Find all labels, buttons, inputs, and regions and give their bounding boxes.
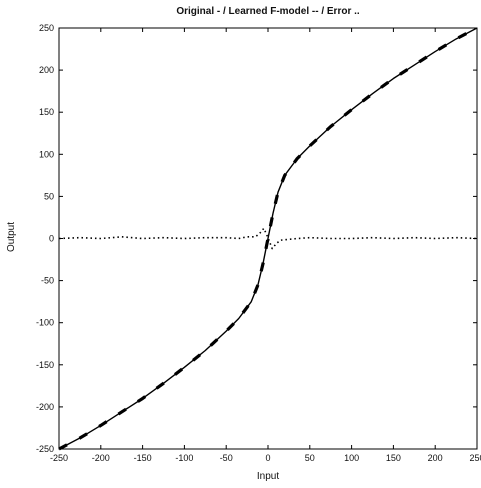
x-tick-label: 150 — [386, 453, 401, 463]
x-tick-label: 0 — [265, 453, 270, 463]
plot-area: -250 -200 -150 -100 -50 0 50 100 150 200 250 -250 -2… — [36, 23, 481, 463]
x-axis-label: Input — [257, 471, 279, 482]
x-tick-label: -200 — [92, 453, 110, 463]
y-tick-label: 50 — [44, 191, 54, 201]
x-tick-label: -50 — [220, 453, 233, 463]
y-tick-label: -200 — [36, 402, 54, 412]
y-tick-label: 200 — [39, 65, 54, 75]
y-tick-label: 250 — [39, 23, 54, 33]
y-tick-label: -50 — [41, 276, 54, 286]
chart-title: Original - / Learned F-model -- / Error … — [176, 6, 360, 17]
x-tick-label: 100 — [344, 453, 359, 463]
x-tick-label: -100 — [175, 453, 193, 463]
y-tick-label: -150 — [36, 360, 54, 370]
y-tick-label: 100 — [39, 149, 54, 159]
y-axis-label: Output — [6, 222, 17, 252]
y-tick-label: -100 — [36, 318, 54, 328]
x-tick-label: 200 — [428, 453, 443, 463]
y-tick-label: -250 — [36, 444, 54, 454]
y-tick-label: 0 — [49, 234, 54, 244]
x-tick-label: -150 — [134, 453, 152, 463]
x-tick-label: -250 — [50, 453, 68, 463]
x-tick-label: 50 — [305, 453, 315, 463]
original-series-line — [58, 27, 478, 450]
x-tick-label: 250 — [469, 453, 481, 463]
y-tick-label: 150 — [39, 107, 54, 117]
